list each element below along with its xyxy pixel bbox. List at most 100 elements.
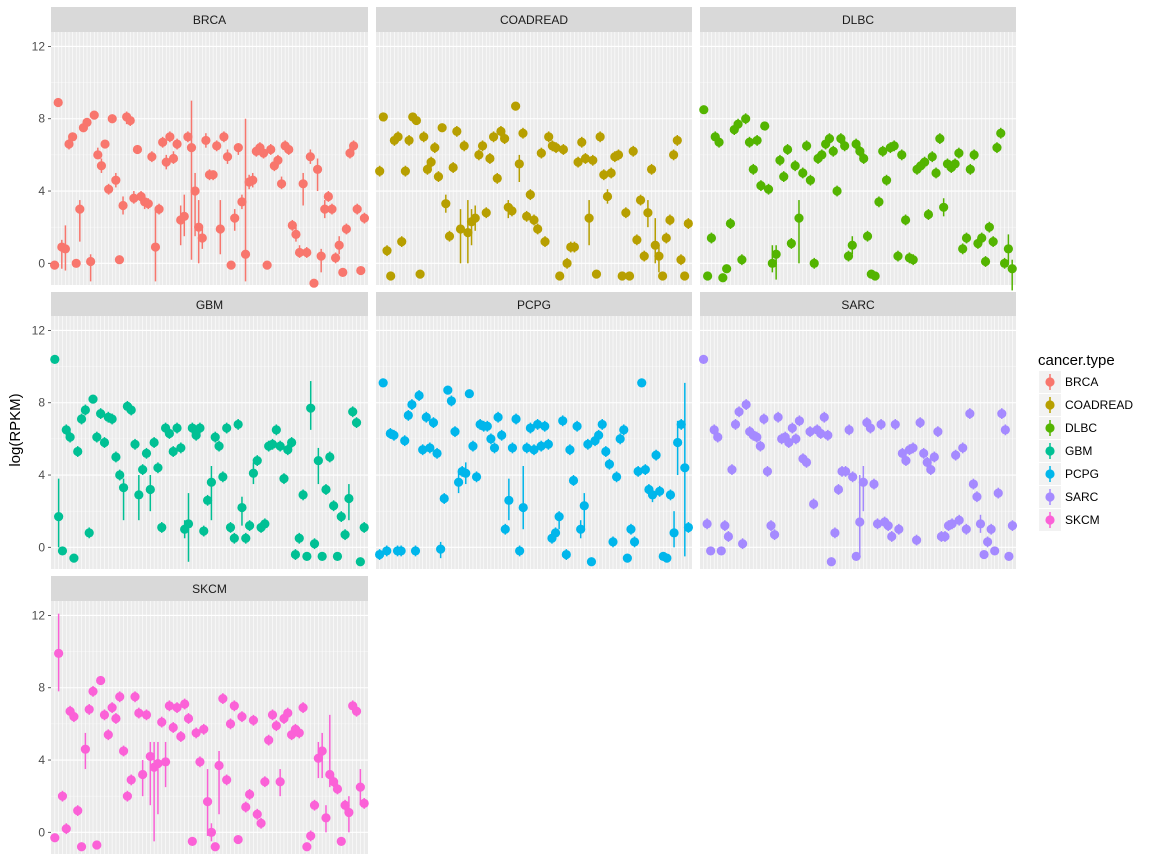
data-point bbox=[901, 455, 911, 466]
data-point bbox=[340, 800, 350, 810]
data-point bbox=[951, 450, 961, 460]
data-point bbox=[149, 437, 159, 448]
data-point bbox=[869, 479, 879, 489]
data-point bbox=[76, 414, 87, 424]
data-point bbox=[522, 443, 532, 453]
data-point bbox=[332, 551, 343, 561]
data-point bbox=[302, 842, 312, 852]
data-point bbox=[294, 247, 305, 258]
data-point bbox=[210, 432, 220, 442]
data-point bbox=[202, 495, 213, 505]
data-point bbox=[699, 105, 709, 115]
data-point bbox=[410, 546, 421, 556]
facet-strip bbox=[51, 292, 368, 316]
facet-strip bbox=[700, 292, 1016, 316]
data-point bbox=[583, 439, 593, 449]
data-point bbox=[562, 258, 572, 268]
facet-panel-gbm: GBM 0 4 8 12 bbox=[32, 292, 369, 569]
data-point bbox=[947, 519, 957, 529]
data-point bbox=[450, 427, 460, 437]
data-point bbox=[433, 171, 444, 182]
data-point bbox=[643, 208, 653, 218]
data-point bbox=[313, 753, 323, 763]
y-tick-label: 4 bbox=[38, 468, 45, 482]
data-point bbox=[202, 796, 213, 807]
data-point bbox=[823, 430, 833, 440]
data-point bbox=[840, 466, 851, 477]
data-point bbox=[201, 135, 211, 146]
data-point bbox=[61, 824, 71, 834]
data-point bbox=[275, 777, 285, 787]
data-point bbox=[276, 179, 287, 189]
data-point bbox=[824, 134, 835, 144]
data-point bbox=[588, 155, 598, 165]
data-point bbox=[287, 220, 297, 230]
data-point bbox=[493, 412, 503, 422]
data-point bbox=[568, 475, 579, 486]
data-point bbox=[99, 437, 110, 448]
data-point bbox=[88, 686, 98, 696]
data-point bbox=[290, 549, 301, 560]
data-point bbox=[474, 150, 484, 160]
y-tick-label: 4 bbox=[38, 753, 45, 767]
data-point bbox=[611, 472, 622, 482]
data-point bbox=[844, 425, 854, 435]
data-point bbox=[992, 143, 1002, 153]
data-point bbox=[86, 256, 96, 267]
data-point bbox=[488, 132, 499, 142]
facet-strip bbox=[51, 7, 368, 32]
data-point bbox=[727, 465, 737, 475]
facet-strip bbox=[700, 7, 1016, 32]
data-point bbox=[54, 511, 64, 522]
data-point bbox=[240, 249, 251, 259]
data-point bbox=[515, 546, 525, 556]
data-point bbox=[640, 465, 650, 475]
data-point bbox=[258, 148, 269, 158]
data-point bbox=[336, 511, 346, 522]
legend-item-dlbc: DLBC bbox=[1039, 417, 1097, 439]
data-point bbox=[80, 405, 90, 415]
data-point bbox=[61, 425, 71, 435]
data-point bbox=[88, 394, 98, 404]
data-point bbox=[1004, 551, 1014, 561]
panel-background bbox=[700, 32, 1016, 285]
data-point bbox=[621, 208, 631, 218]
legend-title: cancer.type bbox=[1038, 352, 1115, 369]
data-point bbox=[887, 531, 897, 542]
data-point bbox=[107, 703, 117, 713]
data-point bbox=[266, 144, 276, 155]
data-point bbox=[756, 181, 766, 191]
data-point bbox=[283, 445, 293, 455]
legend-items: BRCA COADREAD DLBC GBM PCPG SARC SKCM bbox=[1039, 371, 1133, 531]
data-point bbox=[558, 144, 568, 155]
data-point bbox=[160, 757, 171, 767]
data-point bbox=[525, 423, 536, 433]
data-point bbox=[199, 526, 209, 536]
data-point bbox=[111, 452, 121, 462]
data-point bbox=[317, 746, 327, 756]
data-point bbox=[579, 501, 589, 511]
data-point bbox=[321, 813, 331, 823]
data-point bbox=[954, 148, 964, 158]
data-point bbox=[633, 466, 643, 477]
data-point bbox=[190, 186, 200, 196]
facet-panel-dlbc: DLBC bbox=[699, 7, 1017, 291]
data-point bbox=[876, 419, 886, 430]
data-point bbox=[338, 267, 348, 277]
data-point bbox=[306, 831, 316, 841]
data-point bbox=[471, 472, 482, 482]
data-point bbox=[986, 524, 996, 534]
data-point bbox=[965, 164, 975, 174]
series-points-gbm bbox=[50, 354, 369, 567]
data-point bbox=[744, 137, 755, 147]
data-point bbox=[187, 423, 197, 433]
data-point bbox=[497, 430, 507, 440]
data-point bbox=[628, 146, 638, 156]
data-point bbox=[958, 443, 968, 453]
data-point bbox=[404, 135, 414, 146]
data-point bbox=[114, 255, 125, 265]
data-point bbox=[92, 840, 102, 850]
data-point bbox=[565, 445, 575, 455]
data-point bbox=[999, 258, 1010, 268]
data-point bbox=[922, 457, 932, 467]
